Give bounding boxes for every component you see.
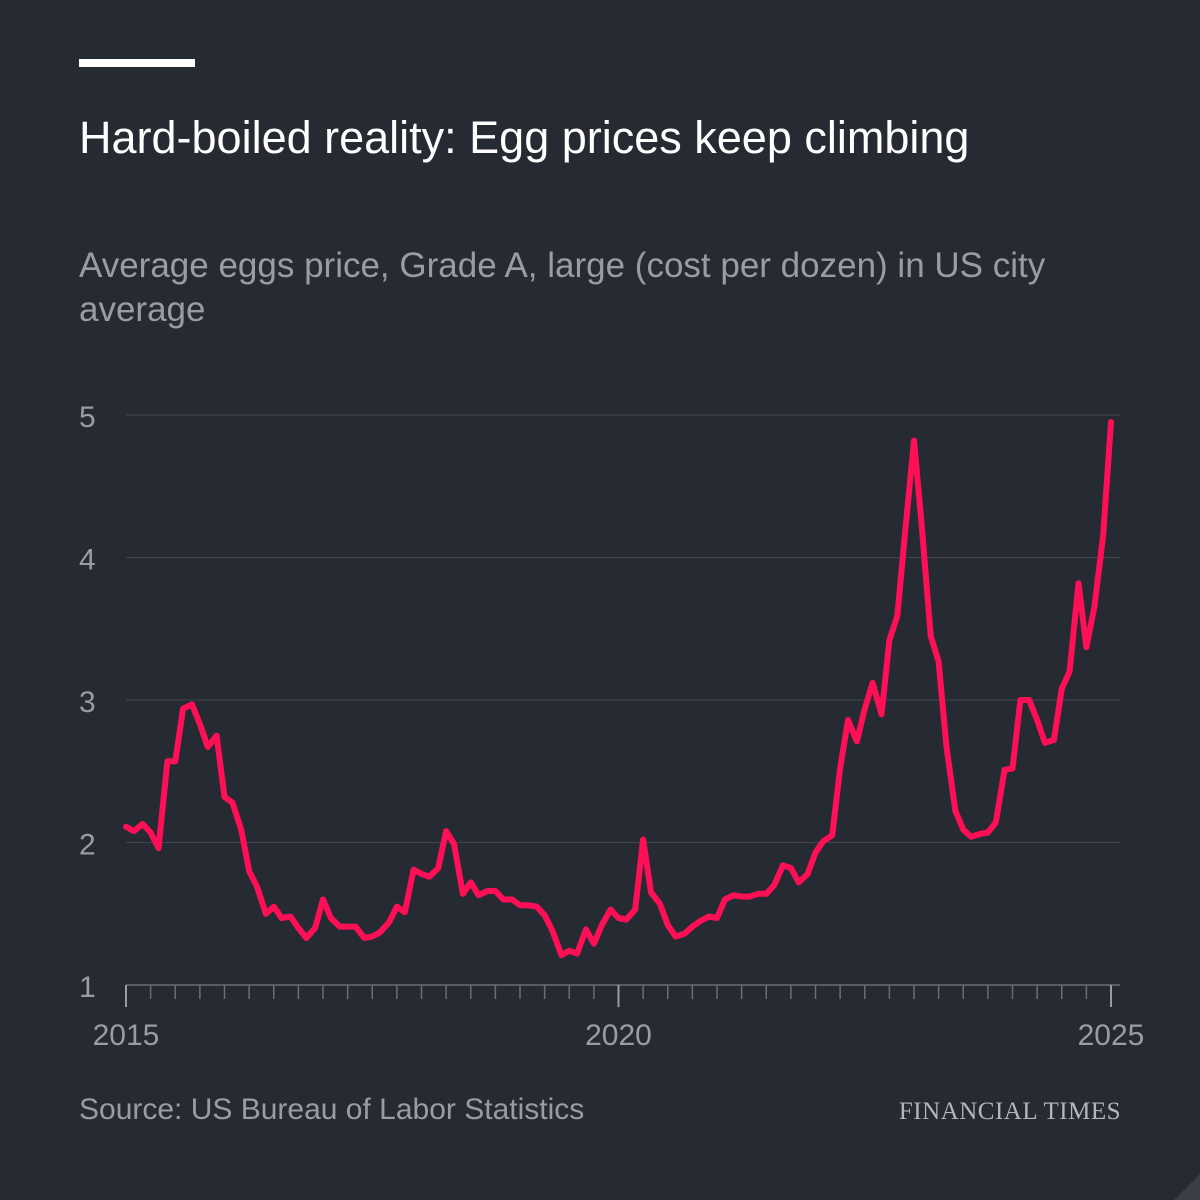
x-axis: 2015 2020 2025 [93, 984, 1145, 1052]
x-tick-label: 2020 [585, 1019, 652, 1052]
egg-price-chart: 1 2 3 4 5 2015 2020 2025 [79, 401, 1145, 1052]
y-tick-label: 4 [79, 544, 96, 577]
corner-fold-icon [1174, 1174, 1200, 1200]
x-tick-label: 2025 [1078, 1019, 1145, 1052]
x-tick-label: 2015 [93, 1019, 160, 1052]
chart-subtitle: Average eggs price, Grade A, large (cost… [79, 246, 1046, 329]
y-tick-label: 2 [79, 829, 96, 862]
grid [126, 414, 1120, 843]
chart-title: Hard-boiled reality: Egg prices keep cli… [79, 112, 970, 163]
y-axis: 1 2 3 4 5 [79, 401, 96, 1004]
title-rule [79, 59, 195, 67]
series [123, 419, 1114, 959]
y-tick-label: 5 [79, 401, 96, 434]
series-line-egg-price [123, 419, 1114, 959]
y-tick-label: 1 [79, 971, 96, 1004]
y-tick-label: 3 [79, 686, 96, 719]
source-note: Source: US Bureau of Labor Statistics [79, 1093, 585, 1126]
ft-logo: FINANCIAL TIMES [898, 1098, 1121, 1125]
